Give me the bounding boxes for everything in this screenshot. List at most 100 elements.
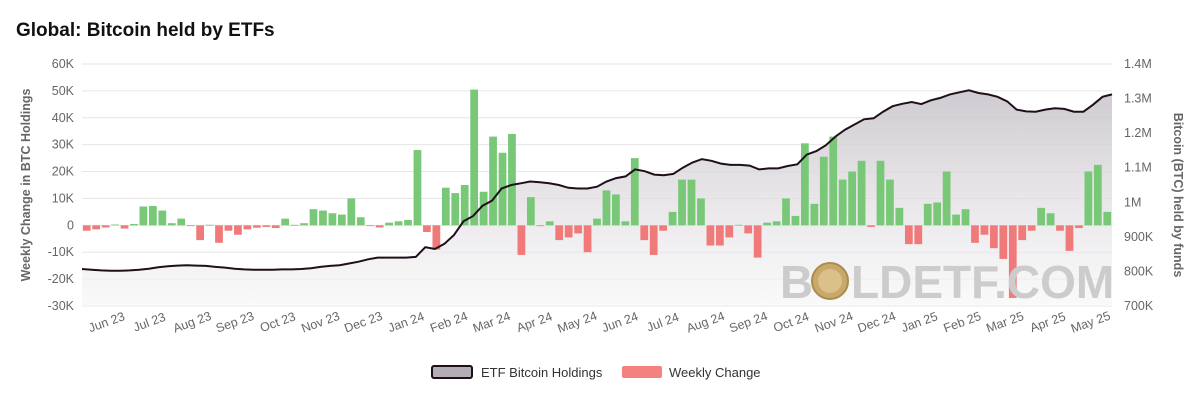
weekly-change-bar	[687, 179, 696, 226]
x-tick-label: Mar 24	[471, 309, 512, 335]
weekly-change-bar	[177, 218, 186, 226]
y-left-tick-label: 40K	[52, 111, 75, 125]
weekly-change-bar	[1065, 225, 1074, 251]
watermark-text-left: B	[780, 256, 813, 308]
weekly-change-bar	[961, 209, 970, 226]
y-left-tick-label: -30K	[48, 299, 75, 313]
weekly-change-bar	[734, 224, 743, 226]
weekly-change-bar	[876, 160, 885, 226]
chart-title: Global: Bitcoin held by ETFs	[16, 20, 275, 41]
x-tick-label: Apr 25	[1028, 309, 1067, 335]
weekly-change-bar	[725, 225, 734, 238]
weekly-change-bar	[819, 156, 828, 226]
y-right-tick-label: 1.1M	[1124, 161, 1152, 175]
weekly-change-bar	[829, 136, 838, 226]
weekly-change-bar	[810, 203, 819, 226]
weekly-change-bar	[697, 198, 705, 226]
weekly-change-bar	[980, 225, 989, 235]
legend-change-swatch[interactable]	[622, 366, 662, 378]
weekly-change-bar	[744, 225, 753, 234]
weekly-change-bar	[517, 225, 526, 255]
weekly-change-bar	[451, 193, 460, 226]
weekly-change-bar	[224, 225, 233, 231]
weekly-change-bar	[337, 214, 346, 226]
weekly-change-bar	[933, 202, 942, 226]
weekly-change-bar	[895, 207, 904, 226]
weekly-change-bar	[460, 185, 469, 226]
x-tick-label: Jan 24	[386, 309, 426, 335]
weekly-change-bar	[838, 179, 847, 226]
legend-holdings-swatch[interactable]	[431, 365, 473, 379]
x-tick-label: Jun 23	[87, 309, 127, 335]
weekly-change-bar	[309, 209, 318, 226]
weekly-change-bar	[82, 225, 91, 231]
y-right-tick-label: 1M	[1124, 195, 1141, 209]
watermark-text-right: LDETF.COM	[851, 256, 1114, 308]
y-left-tick-label: -10K	[48, 245, 75, 259]
weekly-change-bar	[914, 225, 923, 245]
x-tick-label: Jul 23	[131, 310, 167, 335]
watermark-coin-inner	[818, 269, 842, 293]
y-right-tick-label: 1.4M	[1124, 57, 1152, 71]
weekly-change-bar	[111, 224, 119, 226]
weekly-change-bar	[640, 225, 649, 241]
weekly-change-bar	[801, 143, 809, 226]
y-right-tick-label: 700K	[1124, 299, 1154, 313]
weekly-change-bar	[999, 225, 1008, 259]
weekly-change-bar	[678, 179, 686, 226]
y-left-tick-label: 50K	[52, 84, 75, 98]
weekly-change-bar	[394, 221, 403, 226]
weekly-change-bar	[536, 225, 545, 227]
weekly-change-bar	[149, 205, 157, 226]
weekly-change-bar	[489, 136, 497, 226]
weekly-change-bar	[574, 225, 582, 234]
y-right-tick-label: 900K	[1124, 230, 1154, 244]
weekly-change-bar	[441, 187, 450, 226]
weekly-change-bar	[205, 224, 214, 226]
weekly-change-bar	[158, 210, 167, 226]
weekly-change-bar	[423, 225, 431, 233]
weekly-change-bar	[923, 203, 932, 226]
weekly-change-bar	[243, 225, 252, 230]
x-tick-label: Jul 24	[645, 310, 681, 335]
weekly-change-bar	[753, 225, 762, 258]
weekly-change-bar	[706, 225, 715, 246]
weekly-change-bar	[413, 150, 422, 226]
y-left-tick-label: 10K	[52, 191, 75, 205]
y-right-axis-title: Bitcoin (BTC) held by funds	[1171, 113, 1185, 278]
weekly-change-bar	[555, 225, 564, 241]
y-left-tick-label: -20K	[48, 272, 75, 286]
weekly-change-bar	[508, 133, 516, 226]
weekly-change-bar	[1027, 225, 1036, 231]
weekly-change-bar	[564, 225, 573, 238]
y-right-tick-label: 1.2M	[1124, 126, 1152, 140]
weekly-change-bar	[715, 225, 724, 246]
weekly-change-bar	[252, 225, 261, 228]
weekly-change-bar	[92, 225, 101, 230]
weekly-change-bar	[271, 225, 280, 229]
x-tick-label: Oct 23	[258, 309, 297, 335]
weekly-change-bar	[1008, 225, 1017, 298]
weekly-change-bar	[659, 225, 668, 231]
y-right-tick-label: 800K	[1124, 264, 1154, 278]
x-tick-label: Jan 25	[899, 309, 939, 335]
weekly-change-bar	[101, 225, 110, 228]
weekly-change-bar	[952, 214, 960, 226]
y-left-axis-title: Weekly Change in BTC Holdings	[19, 89, 33, 282]
x-tick-label: Feb 25	[942, 309, 983, 335]
weekly-change-bar	[649, 225, 658, 255]
x-tick-label: Jun 24	[600, 309, 640, 335]
weekly-change-bar	[234, 225, 242, 235]
weekly-change-bar	[621, 221, 630, 226]
x-tick-label: May 24	[556, 309, 599, 336]
weekly-change-bar	[470, 89, 479, 226]
holdings-line	[81, 89, 1113, 272]
weekly-change-bar	[319, 210, 327, 226]
weekly-change-bar	[300, 223, 308, 226]
weekly-change-bar	[791, 215, 800, 226]
x-tick-label: Apr 24	[515, 309, 554, 335]
y-left-tick-label: 30K	[52, 138, 75, 152]
weekly-change-bar	[886, 179, 894, 226]
weekly-change-bar	[1093, 164, 1102, 226]
